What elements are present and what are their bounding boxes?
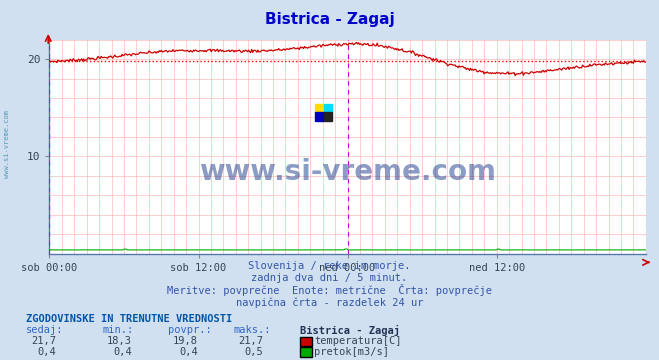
Text: Slovenija / reke in morje.: Slovenija / reke in morje.	[248, 261, 411, 271]
Bar	[324, 112, 331, 121]
Text: maks.:: maks.:	[234, 325, 272, 336]
Text: 0,4: 0,4	[38, 347, 56, 357]
Text: 21,7: 21,7	[31, 336, 56, 346]
Bar	[315, 112, 324, 121]
Text: 0,5: 0,5	[245, 347, 264, 357]
Text: 0,4: 0,4	[113, 347, 132, 357]
Bar	[315, 104, 324, 112]
Text: povpr.:: povpr.:	[168, 325, 212, 336]
Text: sedaj:: sedaj:	[26, 325, 64, 336]
Text: 21,7: 21,7	[239, 336, 264, 346]
Text: www.si-vreme.com: www.si-vreme.com	[199, 158, 496, 186]
Text: Bistrica - Zagaj: Bistrica - Zagaj	[265, 12, 394, 27]
Text: www.si-vreme.com: www.si-vreme.com	[3, 110, 10, 178]
Bar	[324, 104, 331, 112]
Text: 0,4: 0,4	[179, 347, 198, 357]
Text: navpična črta - razdelek 24 ur: navpična črta - razdelek 24 ur	[236, 297, 423, 308]
Text: zadnja dva dni / 5 minut.: zadnja dva dni / 5 minut.	[251, 273, 408, 283]
Text: 19,8: 19,8	[173, 336, 198, 346]
Text: 18,3: 18,3	[107, 336, 132, 346]
Text: Bistrica - Zagaj: Bistrica - Zagaj	[300, 325, 400, 336]
Text: ZGODOVINSKE IN TRENUTNE VREDNOSTI: ZGODOVINSKE IN TRENUTNE VREDNOSTI	[26, 314, 233, 324]
Text: temperatura[C]: temperatura[C]	[314, 336, 402, 346]
Text: Meritve: povprečne  Enote: metrične  Črta: povprečje: Meritve: povprečne Enote: metrične Črta:…	[167, 284, 492, 296]
Text: min.:: min.:	[102, 325, 133, 336]
Text: pretok[m3/s]: pretok[m3/s]	[314, 347, 389, 357]
